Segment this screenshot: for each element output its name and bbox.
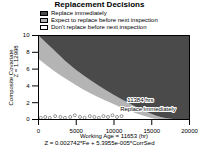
svg-text:0: 0	[26, 116, 30, 122]
svg-text:Z = 1.12998: Z = 1.12998	[13, 45, 19, 78]
svg-text:4: 4	[26, 83, 30, 89]
html-text:Expect to replace before next: Expect to replace before next inspection	[51, 17, 158, 23]
svg-text:20000: 20000	[181, 128, 198, 134]
svg-text:Composite Covariate: Composite Covariate	[7, 49, 14, 106]
html-text:Z = 0.002742*Fe + 5.3955e-005*: Z = 0.002742*Fe + 5.3955e-005*CorrSed	[44, 140, 155, 146]
svg-text:Replace immediately: Replace immediately	[120, 106, 176, 112]
svg-text:Working Age = 11653 (hr): Working Age = 11653 (hr)	[80, 133, 148, 139]
svg-text:2: 2	[26, 100, 30, 106]
svg-text:15000: 15000	[143, 127, 161, 134]
svg-text:10000: 10000	[105, 127, 123, 134]
html-text:Replacement Decisions: Replacement Decisions	[54, 0, 145, 9]
svg-text:5000: 5000	[69, 127, 83, 134]
svg-text:6: 6	[26, 66, 30, 72]
svg-text:8: 8	[26, 49, 30, 55]
svg-text:10: 10	[23, 32, 30, 38]
svg-text:11384 hrs: 11384 hrs	[127, 97, 153, 103]
svg-text:0: 0	[37, 128, 41, 134]
html-text:Don't replace before next insp: Don't replace before next inspection	[51, 24, 147, 30]
html-text:Replace immediately: Replace immediately	[51, 10, 107, 16]
